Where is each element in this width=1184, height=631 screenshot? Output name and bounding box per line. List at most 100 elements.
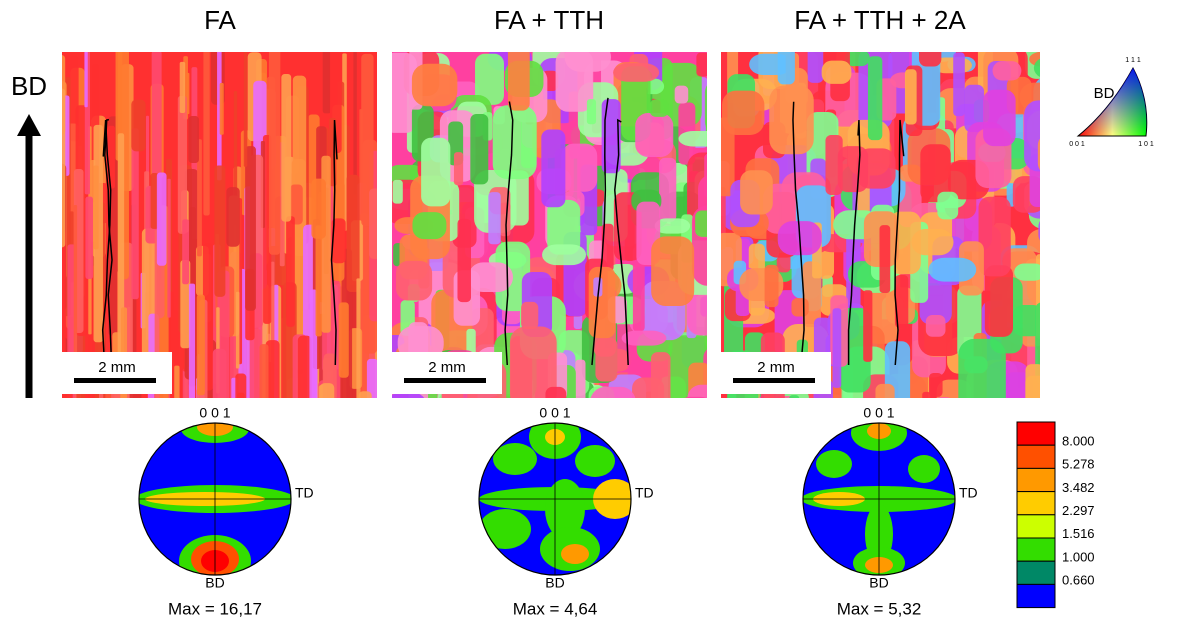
- grain: [411, 63, 458, 107]
- grain: [314, 390, 319, 398]
- grain: [575, 359, 586, 398]
- grain: [167, 178, 171, 318]
- grain: [397, 326, 444, 361]
- grain: [468, 391, 496, 398]
- grain: [654, 218, 691, 234]
- legend-level: 3.482: [1062, 480, 1095, 495]
- bd-arrow-head: [17, 114, 41, 136]
- grain: [366, 358, 377, 398]
- grain: [817, 393, 840, 398]
- grain: [212, 348, 227, 398]
- grain: [182, 219, 190, 285]
- crack: [894, 119, 905, 366]
- pf-contour: [493, 443, 537, 475]
- ipf-right: 1 0 1: [1138, 141, 1154, 148]
- grain: [203, 52, 210, 216]
- grain: [219, 83, 224, 135]
- legend-level: 8.000: [1062, 433, 1095, 448]
- ipf-label: BD: [1094, 85, 1115, 102]
- grain: [443, 387, 489, 398]
- legend-level: 0.660: [1062, 573, 1095, 588]
- grain: [601, 223, 614, 272]
- grain: [721, 117, 735, 197]
- pf-top-label: 0 0 1: [199, 405, 230, 421]
- grain: [93, 165, 99, 250]
- grain: [586, 99, 597, 125]
- grain: [150, 173, 159, 229]
- color-legend: 8.000 5.278 3.482 2.297 1.516 1.000 0.660: [1016, 421, 1095, 609]
- legend-swatch: [1016, 467, 1056, 493]
- grain: [988, 400, 1018, 476]
- grain: [937, 397, 950, 398]
- grain: [395, 260, 433, 301]
- grain: [196, 294, 205, 396]
- grain: [844, 52, 870, 67]
- grain: [98, 366, 104, 398]
- ipf-triangle-shade: [1078, 68, 1147, 136]
- grain: [111, 367, 121, 398]
- grain: [769, 85, 814, 155]
- pf-top-label: 0 0 1: [863, 405, 894, 421]
- legend-level: 2.297: [1062, 503, 1095, 518]
- grain: [107, 125, 115, 189]
- grain: [740, 170, 773, 215]
- grain: [214, 165, 226, 297]
- grain: [650, 352, 671, 398]
- pf-contour: [561, 544, 589, 564]
- pf-contour: [575, 445, 615, 477]
- grain: [235, 373, 247, 398]
- grain: [1025, 52, 1040, 79]
- grain: [920, 144, 951, 203]
- grain: [346, 174, 360, 293]
- grain: [541, 129, 566, 208]
- grain: [188, 283, 196, 398]
- grain: [547, 199, 581, 255]
- legend-swatch: [1016, 583, 1056, 609]
- grain: [188, 116, 199, 164]
- grain: [832, 308, 842, 388]
- scale-bar-box: [62, 352, 172, 394]
- grain: [651, 236, 695, 307]
- legend-swatch: [1016, 560, 1056, 585]
- pole-figure: [479, 423, 631, 575]
- grain: [774, 395, 795, 398]
- panel-title: FA + TTH + 2A: [794, 5, 966, 35]
- grain: [684, 396, 707, 398]
- grain: [84, 52, 88, 108]
- grain: [867, 56, 883, 141]
- grain: [259, 344, 269, 398]
- grain: [555, 52, 594, 112]
- grain: [331, 218, 346, 264]
- grain: [509, 326, 557, 398]
- grain: [290, 184, 303, 225]
- grain: [369, 188, 377, 259]
- grain: [561, 143, 598, 192]
- scale-bar-label: 2 mm: [428, 359, 466, 376]
- grain: [614, 392, 629, 398]
- grain: [722, 90, 765, 135]
- grain: [635, 113, 674, 158]
- grain: [62, 378, 73, 398]
- grain: [674, 85, 689, 104]
- legend-swatch: [1016, 491, 1056, 516]
- grain: [879, 225, 891, 294]
- crack: [591, 97, 609, 366]
- grain: [904, 69, 917, 125]
- grain: [286, 216, 295, 327]
- grain: [392, 392, 425, 398]
- grain: [322, 52, 331, 114]
- crack: [104, 118, 113, 366]
- grain: [174, 365, 180, 398]
- grain: [235, 291, 240, 369]
- grain: [453, 152, 464, 186]
- scale-bar-label: 2 mm: [98, 359, 136, 376]
- grain: [353, 52, 357, 195]
- grain: [177, 95, 187, 234]
- pf-border: [138, 422, 292, 576]
- grain: [1036, 255, 1040, 297]
- grain: [643, 391, 658, 398]
- grain: [237, 392, 245, 398]
- grain: [837, 146, 869, 193]
- grain: [102, 374, 115, 398]
